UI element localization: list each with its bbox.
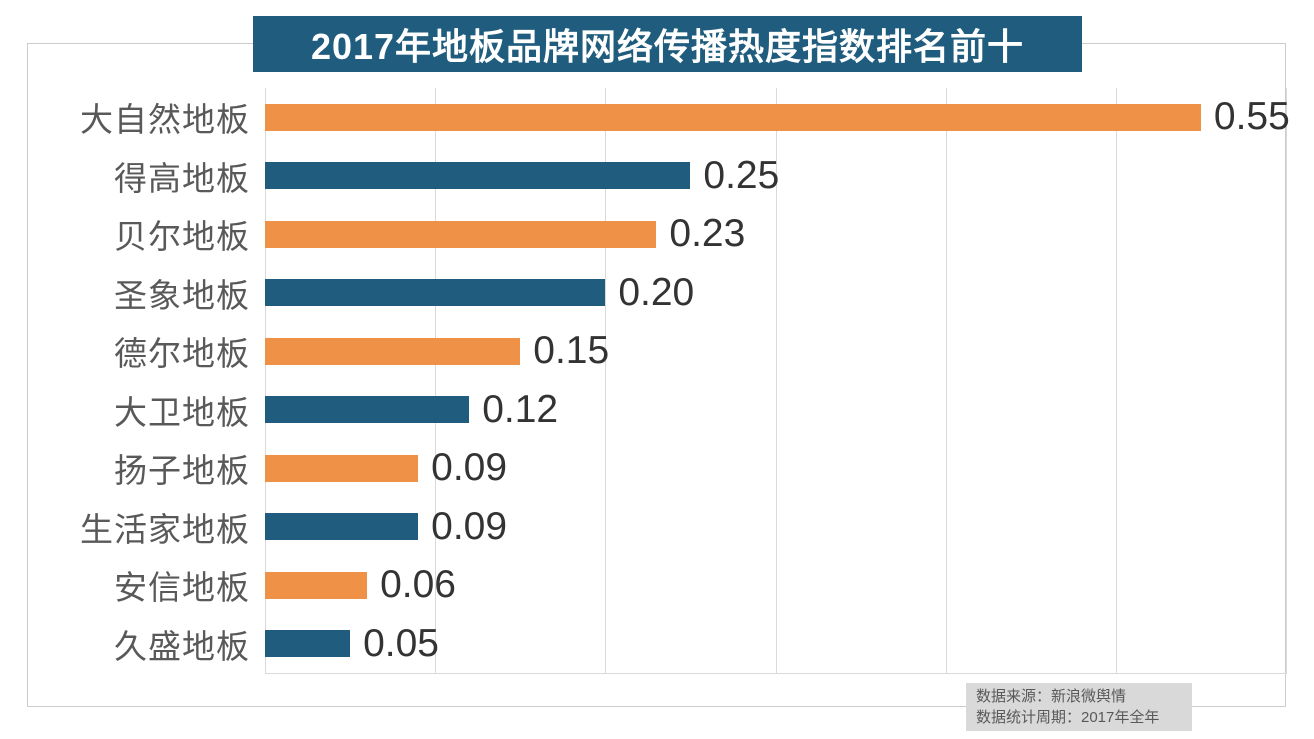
gridline (605, 88, 607, 673)
value-label: 0.09 (431, 446, 508, 490)
gridline (1286, 88, 1287, 673)
value-label: 0.12 (482, 387, 559, 431)
bar-row: 安信地板 0.06 (0, 556, 1314, 615)
bar-row: 久盛地板 0.05 (0, 615, 1314, 674)
bar-row: 圣象地板 0.20 (0, 264, 1314, 323)
gridline (435, 88, 437, 673)
category-label: 大卫地板 (114, 393, 250, 431)
bar-row: 扬子地板 0.09 (0, 439, 1314, 498)
category-label: 得高地板 (114, 159, 250, 197)
value-label: 0.09 (431, 504, 508, 548)
category-label: 扬子地板 (114, 452, 250, 490)
bar (265, 630, 351, 658)
bar (265, 337, 521, 365)
chart-title: 2017年地板品牌网络传播热度指数排名前十 (310, 26, 1025, 67)
gridline (945, 88, 947, 673)
bar-row: 大卫地板 0.12 (0, 381, 1314, 440)
value-label: 0.05 (363, 621, 439, 665)
category-label: 圣象地板 (114, 276, 250, 314)
bar-rows: 大自然地板 0.55 得高地板 0.25 贝尔地板 0.23 圣象地板 0.20 德尔地板 0.1… (0, 88, 1314, 673)
bar (265, 220, 657, 248)
value-label: 0.06 (380, 563, 456, 607)
bar (265, 454, 419, 482)
source-note-line2: 数据统计周期：2017年全年 (976, 709, 1160, 726)
gridline (775, 88, 777, 673)
category-label: 久盛地板 (114, 627, 250, 665)
bar (265, 162, 691, 190)
chart-title-banner: 2017年地板品牌网络传播热度指数排名前十 (253, 16, 1082, 72)
value-label: 0.20 (618, 270, 695, 314)
bar (265, 396, 470, 424)
bar-row: 德尔地板 0.15 (0, 322, 1314, 381)
bar-row: 生活家地板 0.09 (0, 498, 1314, 557)
category-label: 安信地板 (114, 569, 250, 607)
bar (265, 571, 368, 599)
category-label: 大自然地板 (80, 101, 250, 139)
category-label: 贝尔地板 (114, 218, 250, 256)
value-label: 0.15 (533, 329, 610, 373)
source-note-line1: 数据来源：新浪微舆情 (976, 688, 1127, 705)
value-label: 0.25 (703, 153, 780, 197)
bar (265, 513, 419, 541)
category-label: 生活家地板 (80, 510, 250, 548)
bar-row: 得高地板 0.25 (0, 147, 1314, 206)
value-label: 0.55 (1213, 95, 1290, 139)
bar (265, 103, 1201, 131)
bar-row: 贝尔地板 0.23 (0, 205, 1314, 264)
gridline (1115, 88, 1117, 673)
plot-area (265, 88, 1287, 674)
category-label: 德尔地板 (114, 335, 250, 373)
value-label: 0.23 (669, 212, 746, 256)
bar-row: 大自然地板 0.55 (0, 88, 1314, 147)
bar (265, 279, 606, 307)
source-note: 数据来源：新浪微舆情 数据统计周期：2017年全年 (966, 683, 1192, 731)
